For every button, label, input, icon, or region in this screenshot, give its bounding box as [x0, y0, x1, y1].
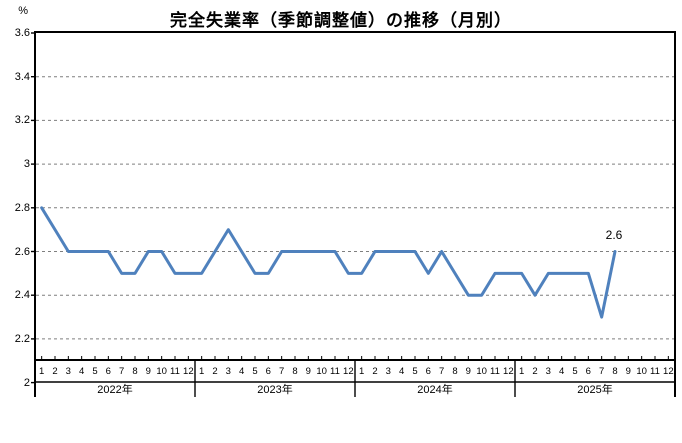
- month-label: 12: [663, 366, 674, 377]
- month-label: 2: [212, 366, 218, 377]
- month-label: 9: [145, 366, 151, 377]
- y-axis-label: 3: [23, 158, 30, 171]
- plot-border: [34, 31, 676, 361]
- y-axis-label: 3.6: [14, 27, 30, 39]
- month-label: 3: [545, 366, 551, 377]
- month-label: 8: [132, 366, 138, 377]
- month-label: 10: [476, 366, 487, 377]
- month-label: 3: [385, 366, 391, 377]
- month-label: 6: [425, 366, 431, 377]
- month-label: 5: [572, 366, 578, 377]
- y-axis-label: 3.4: [14, 70, 30, 83]
- year-label: 2024年: [417, 384, 453, 396]
- month-label: 8: [612, 366, 618, 377]
- month-label: 7: [599, 366, 605, 377]
- month-label: 2: [532, 366, 538, 377]
- month-label: 1: [359, 366, 365, 377]
- y-axis-label: 2.8: [14, 201, 30, 214]
- month-label: 8: [452, 366, 458, 377]
- year-label: 2023年: [257, 384, 293, 396]
- month-label: 1: [519, 366, 525, 377]
- y-axis-label: 2.6: [14, 245, 30, 258]
- month-label: 2: [52, 366, 58, 377]
- month-label: 9: [625, 366, 631, 377]
- month-label: 3: [225, 366, 231, 377]
- month-label: 8: [292, 366, 298, 377]
- month-label: 4: [399, 366, 405, 377]
- month-label: 3: [65, 366, 71, 377]
- year-label: 2025年: [577, 384, 613, 396]
- y-axis-label: 2: [23, 376, 30, 389]
- month-label: 12: [503, 366, 514, 377]
- month-label: 12: [183, 366, 194, 377]
- month-label: 9: [465, 366, 471, 377]
- month-label: 5: [412, 366, 418, 377]
- month-label: 10: [316, 366, 327, 377]
- month-label: 7: [279, 366, 285, 377]
- month-label: 6: [585, 366, 591, 377]
- month-label: 9: [305, 366, 311, 377]
- month-label: 2: [372, 366, 378, 377]
- y-axis-unit-label: %: [18, 5, 28, 17]
- month-label: 7: [119, 366, 125, 377]
- month-label: 4: [239, 366, 245, 377]
- month-label: 11: [330, 366, 340, 377]
- month-label: 12: [343, 366, 354, 377]
- month-label: 4: [79, 366, 85, 377]
- chart-title: 完全失業率（季節調整値）の推移（月別）: [170, 11, 512, 30]
- y-axis-label: 2.2: [14, 332, 30, 345]
- y-axis-label: 2.4: [14, 289, 30, 302]
- month-label: 6: [265, 366, 271, 377]
- month-label: 11: [490, 366, 500, 377]
- month-label: 5: [252, 366, 258, 377]
- month-label: 10: [636, 366, 647, 377]
- month-label: 5: [92, 366, 98, 377]
- last-point-data-label: 2.6: [605, 228, 623, 242]
- month-label: 11: [650, 366, 660, 377]
- y-axis-label: 3.2: [14, 114, 30, 127]
- month-label: 4: [559, 366, 565, 377]
- month-label: 10: [156, 366, 167, 377]
- month-label: 7: [439, 366, 445, 377]
- year-label: 2022年: [97, 384, 133, 396]
- month-label: 1: [39, 366, 45, 377]
- month-label: 1: [199, 366, 205, 377]
- unemployment-line: [40, 206, 617, 319]
- month-label: 6: [105, 366, 111, 377]
- month-label: 11: [170, 366, 180, 377]
